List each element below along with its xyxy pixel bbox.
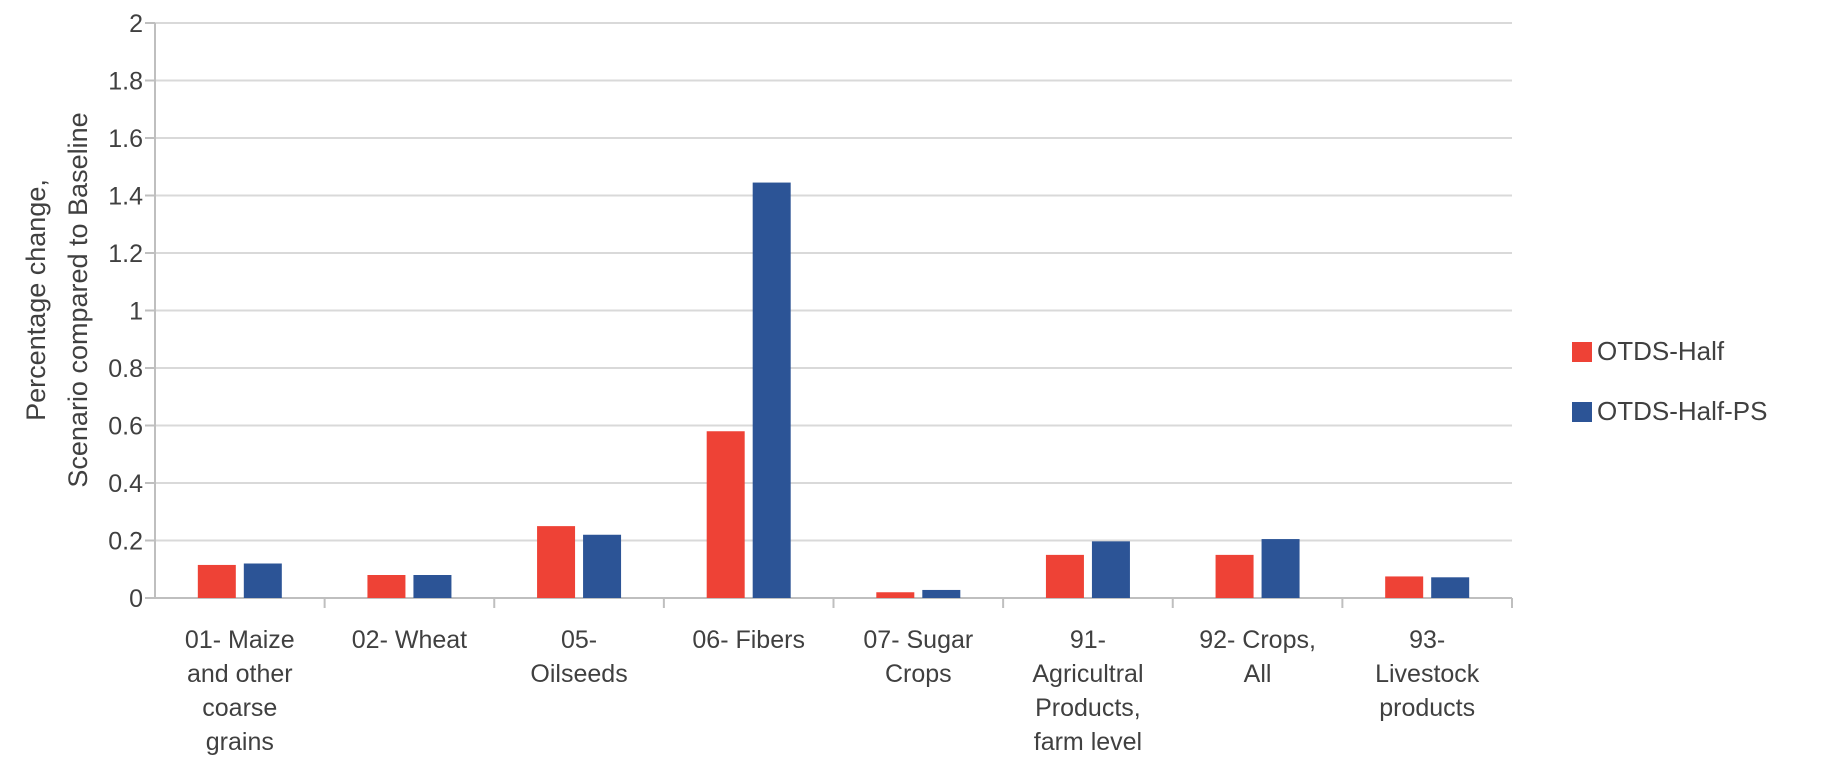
legend-label: OTDS-Half bbox=[1597, 336, 1725, 366]
bars bbox=[197, 182, 1470, 598]
bar-otds-half bbox=[876, 592, 915, 598]
y-tick-label: 0.6 bbox=[108, 413, 143, 441]
y-tick-label: 1.4 bbox=[108, 183, 143, 211]
y-tick-label: 2 bbox=[129, 10, 143, 38]
x-category-label: 92- Crops, All bbox=[1199, 626, 1316, 688]
y-tick-label: 1.8 bbox=[108, 68, 143, 96]
y-tick-label: 1.6 bbox=[108, 125, 143, 153]
bar-otds-half bbox=[1385, 576, 1424, 598]
y-tick-label: 0.8 bbox=[108, 355, 143, 383]
bar-otds-half bbox=[1215, 554, 1254, 598]
x-category-label: 01- Maize and other coarse grains bbox=[185, 626, 295, 756]
y-tick-label: 0.4 bbox=[108, 470, 143, 498]
x-category-label: 93-Livestock products bbox=[1375, 626, 1480, 722]
bar-otds-half-ps bbox=[1091, 541, 1130, 598]
gridlines bbox=[145, 22, 1513, 608]
bar-otds-half bbox=[197, 564, 236, 598]
bar-otds-half bbox=[367, 575, 406, 598]
y-tick-labels: 0 0.2 0.4 0.6 0.8 1 1.2 1.4 1.6 1.8 2 bbox=[108, 10, 143, 613]
x-category-label: 07- Sugar Crops bbox=[863, 626, 973, 688]
legend: OTDS-Half OTDS-Half-PS bbox=[1572, 336, 1767, 426]
bar-otds-half-ps bbox=[1261, 539, 1300, 598]
bar-otds-half-ps bbox=[583, 534, 622, 598]
bar-otds-half-ps bbox=[922, 589, 961, 598]
bar-otds-half bbox=[537, 526, 576, 598]
x-category-label: 06- Fibers bbox=[692, 626, 805, 654]
x-category-label: 02- Wheat bbox=[352, 626, 467, 654]
y-axis-label: Percentage change, Scenario compared to B… bbox=[21, 112, 93, 487]
x-category-label: 91-Agricultral Products, farm level bbox=[1032, 626, 1143, 756]
legend-swatch bbox=[1572, 342, 1592, 362]
y-tick-label: 0 bbox=[129, 585, 143, 613]
bar-otds-half bbox=[1045, 554, 1084, 598]
legend-label: OTDS-Half-PS bbox=[1597, 396, 1767, 426]
bar-otds-half-ps bbox=[1431, 577, 1470, 598]
bar-otds-half-ps bbox=[752, 182, 791, 598]
x-category-label: 05-Oilseeds bbox=[530, 626, 627, 688]
y-tick-label: 1 bbox=[129, 298, 143, 326]
category-labels: 01- Maize and other coarse grains 02- Wheat 0… bbox=[185, 626, 1480, 756]
y-tick-label: 1.2 bbox=[108, 240, 143, 268]
legend-swatch bbox=[1572, 402, 1592, 422]
y-tick-label: 0.2 bbox=[108, 528, 143, 556]
bar-otds-half bbox=[706, 431, 745, 598]
bar-otds-half-ps bbox=[243, 563, 282, 598]
bar-otds-half-ps bbox=[413, 575, 452, 598]
